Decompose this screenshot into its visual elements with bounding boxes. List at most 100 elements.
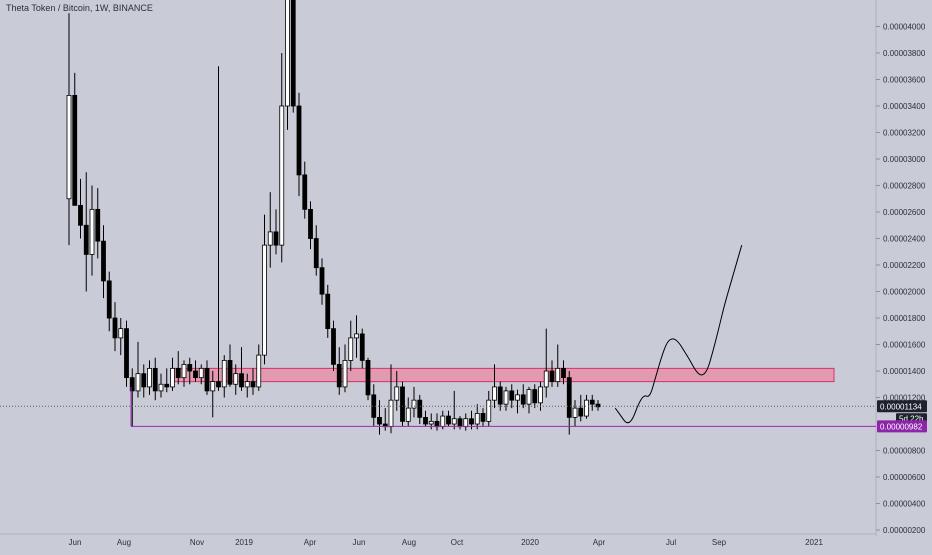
candle[interactable] bbox=[584, 394, 589, 419]
candle-body bbox=[354, 333, 359, 339]
candle[interactable] bbox=[342, 344, 348, 393]
candle[interactable] bbox=[181, 360, 187, 387]
candle[interactable] bbox=[262, 214, 267, 365]
candle[interactable] bbox=[296, 92, 302, 197]
candle[interactable] bbox=[348, 320, 354, 372]
candle[interactable] bbox=[152, 357, 158, 401]
candle[interactable] bbox=[66, 13, 72, 246]
candle[interactable] bbox=[141, 364, 147, 398]
candle[interactable] bbox=[394, 371, 400, 411]
candle[interactable] bbox=[72, 72, 78, 206]
candle[interactable] bbox=[451, 390, 457, 430]
candle[interactable] bbox=[561, 360, 566, 385]
candle[interactable] bbox=[520, 384, 526, 409]
projection-path[interactable] bbox=[614, 244, 743, 424]
candle[interactable] bbox=[400, 381, 405, 427]
candle[interactable] bbox=[95, 188, 101, 259]
candle[interactable] bbox=[423, 410, 428, 427]
candle[interactable] bbox=[267, 192, 273, 268]
candle[interactable] bbox=[239, 347, 244, 391]
candle[interactable] bbox=[497, 381, 503, 411]
candle[interactable] bbox=[250, 368, 256, 395]
candle[interactable] bbox=[578, 394, 584, 422]
candle[interactable] bbox=[83, 172, 89, 292]
candle[interactable] bbox=[244, 373, 250, 398]
candle[interactable] bbox=[129, 368, 135, 427]
candle[interactable] bbox=[279, 53, 285, 263]
candle[interactable] bbox=[319, 258, 325, 305]
candle[interactable] bbox=[112, 302, 118, 352]
candle[interactable] bbox=[572, 400, 578, 427]
candle[interactable] bbox=[417, 394, 423, 425]
candle[interactable] bbox=[354, 315, 359, 358]
candle-body bbox=[256, 354, 262, 388]
candle[interactable] bbox=[331, 320, 336, 372]
candle[interactable] bbox=[486, 390, 492, 427]
candle[interactable] bbox=[313, 225, 319, 276]
candle-body bbox=[359, 333, 365, 361]
support-price-value: 0.00000982 bbox=[880, 422, 923, 431]
candle[interactable] bbox=[325, 284, 331, 338]
candle[interactable] bbox=[78, 178, 83, 239]
candle[interactable] bbox=[503, 386, 509, 411]
candle[interactable] bbox=[89, 185, 95, 276]
candle[interactable] bbox=[210, 371, 216, 418]
candle-body bbox=[106, 280, 112, 319]
candle[interactable] bbox=[365, 357, 371, 401]
candle[interactable] bbox=[549, 360, 555, 387]
candle[interactable] bbox=[555, 344, 561, 387]
candle[interactable] bbox=[543, 328, 549, 398]
candle[interactable] bbox=[285, 0, 290, 130]
candle-body bbox=[221, 360, 227, 388]
candle[interactable] bbox=[187, 357, 193, 385]
candle[interactable] bbox=[124, 320, 129, 387]
candle[interactable] bbox=[221, 355, 227, 398]
resistance-zone[interactable] bbox=[171, 367, 835, 383]
candle[interactable] bbox=[515, 389, 520, 414]
candle[interactable] bbox=[135, 341, 141, 398]
candle[interactable] bbox=[170, 357, 175, 391]
time-tick-label: Aug bbox=[402, 538, 416, 547]
candle[interactable] bbox=[290, 0, 296, 113]
candle[interactable] bbox=[336, 347, 342, 395]
candle[interactable] bbox=[216, 66, 221, 391]
candle[interactable] bbox=[480, 408, 486, 427]
candle[interactable] bbox=[158, 373, 164, 398]
candle[interactable] bbox=[164, 368, 170, 393]
candle[interactable] bbox=[509, 384, 515, 409]
candle-body bbox=[423, 416, 428, 425]
candle[interactable] bbox=[492, 364, 497, 409]
candle[interactable] bbox=[446, 410, 451, 427]
candle[interactable] bbox=[233, 364, 239, 395]
candle[interactable] bbox=[106, 271, 112, 332]
candle[interactable] bbox=[526, 386, 532, 414]
candle[interactable] bbox=[411, 386, 417, 418]
candle[interactable] bbox=[101, 225, 106, 299]
candle[interactable] bbox=[256, 344, 262, 391]
candle-body bbox=[526, 389, 532, 405]
candle[interactable] bbox=[273, 209, 279, 255]
candle[interactable] bbox=[566, 371, 572, 435]
candle[interactable] bbox=[147, 360, 152, 395]
candle[interactable] bbox=[589, 394, 595, 411]
support-price-tag-bg bbox=[877, 420, 927, 433]
candle[interactable] bbox=[204, 360, 210, 395]
candle[interactable] bbox=[193, 360, 198, 382]
candle[interactable] bbox=[405, 397, 411, 427]
candle[interactable] bbox=[118, 318, 124, 356]
candle[interactable] bbox=[227, 344, 233, 387]
candle[interactable] bbox=[377, 400, 382, 435]
candle-body bbox=[497, 386, 503, 405]
candle[interactable] bbox=[302, 161, 308, 219]
candle[interactable] bbox=[474, 404, 480, 430]
candle-body bbox=[486, 399, 492, 422]
candle[interactable] bbox=[198, 364, 204, 385]
candle[interactable] bbox=[359, 328, 365, 369]
candle[interactable] bbox=[532, 384, 538, 409]
candle[interactable] bbox=[175, 351, 181, 385]
candle[interactable] bbox=[308, 201, 313, 250]
candle[interactable] bbox=[595, 400, 601, 411]
candle-body bbox=[164, 383, 170, 388]
